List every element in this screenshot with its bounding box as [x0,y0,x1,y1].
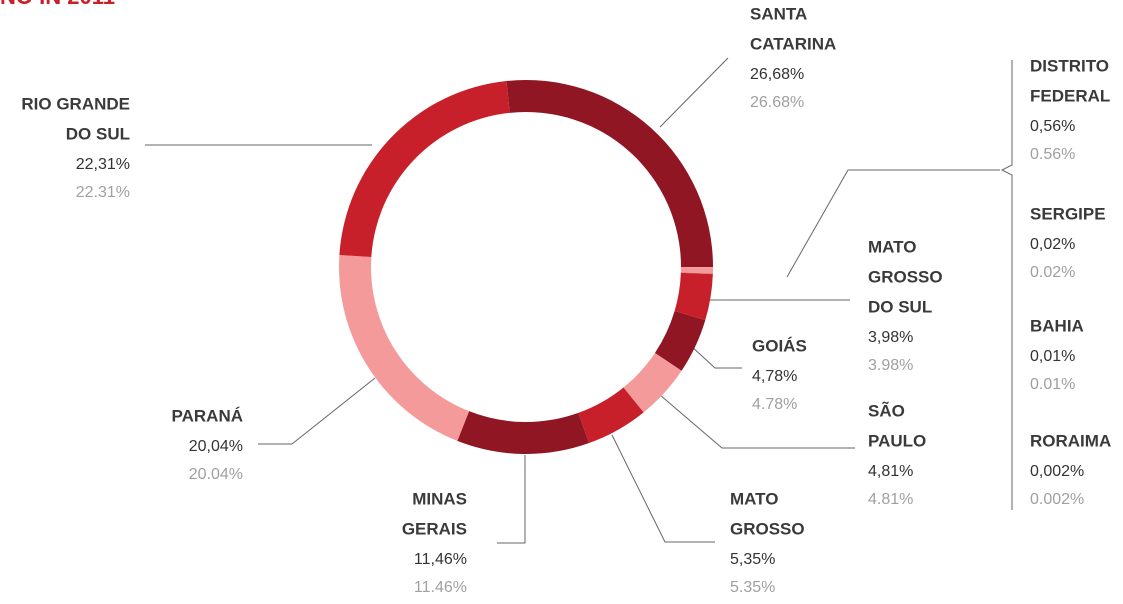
category-label: MATO [730,489,778,508]
donut-slice [578,387,644,444]
value-label: 11,46% [414,551,467,568]
leader-line [497,455,526,544]
value-label: 5,35% [730,551,775,568]
donut-slice [654,311,706,371]
donut-slice [680,267,713,274]
category-label: GOIÁS [752,336,807,355]
value-label: 0,02% [1030,236,1075,253]
donut-slice [339,81,510,258]
value-label: 4,81% [868,463,913,480]
category-label: DO SUL [868,297,932,316]
secondary-value-label: 4.81% [868,491,913,508]
category-label: MINAS [412,489,467,508]
value-label: 3,98% [868,329,913,346]
category-label: GERAIS [402,519,467,538]
leader-line [689,344,742,369]
secondary-value-label: 0.02% [1030,264,1075,281]
secondary-value-label: 26.68% [750,94,804,111]
secondary-value-label: 3.98% [868,357,913,374]
leader-line [258,377,376,445]
donut-slice [339,254,470,441]
category-label: FEDERAL [1030,86,1110,105]
category-label: CATARINA [750,34,836,53]
category-label: SERGIPE [1030,204,1106,223]
donut-slice [506,80,713,268]
value-label: 26,68% [750,66,804,83]
value-label: 22,31% [76,156,130,173]
secondary-value-label: 20.04% [189,466,243,483]
category-label: SANTA [750,4,807,23]
category-label: GROSSO [868,267,943,286]
donut-slice [457,411,590,455]
secondary-value-label: 5.35% [730,579,775,596]
value-label: 0,01% [1030,348,1075,365]
value-label: 20,04% [189,438,243,455]
chart-title: NO IN 2011 [0,0,115,9]
category-label: PAULO [868,431,926,450]
value-label: 4,78% [752,368,797,385]
category-label: RORAIMA [1030,431,1111,450]
category-label: RIO GRANDE [21,94,130,113]
category-label: GROSSO [730,519,805,538]
category-label: DO SUL [66,124,130,143]
leader-line [786,169,1000,278]
donut-slice [680,272,713,275]
donut-slice [680,272,713,274]
leader-line [659,394,855,449]
leader-line [611,434,715,543]
category-label: SÃO [868,400,905,420]
category-label: DISTRITO [1030,56,1109,75]
donut-slice [680,272,713,275]
donut-slice [623,353,682,413]
leader-line [659,57,729,128]
secondary-value-label: 0.56% [1030,146,1075,163]
secondary-value-label: 11.46% [414,579,467,596]
secondary-value-label: 4.78% [752,396,797,413]
category-label: MATO [868,237,916,256]
value-label: 0,56% [1030,118,1075,135]
category-label: PARANÁ [172,406,243,425]
value-label: 0,002% [1030,463,1084,480]
leader-lines [145,57,1013,544]
bracket [1000,60,1013,510]
secondary-value-label: 22.31% [76,184,130,201]
category-label: BAHIA [1030,316,1084,335]
secondary-value-label: 0.01% [1030,376,1075,393]
secondary-value-label: 0.002% [1030,491,1084,508]
donut-slice [674,272,713,321]
